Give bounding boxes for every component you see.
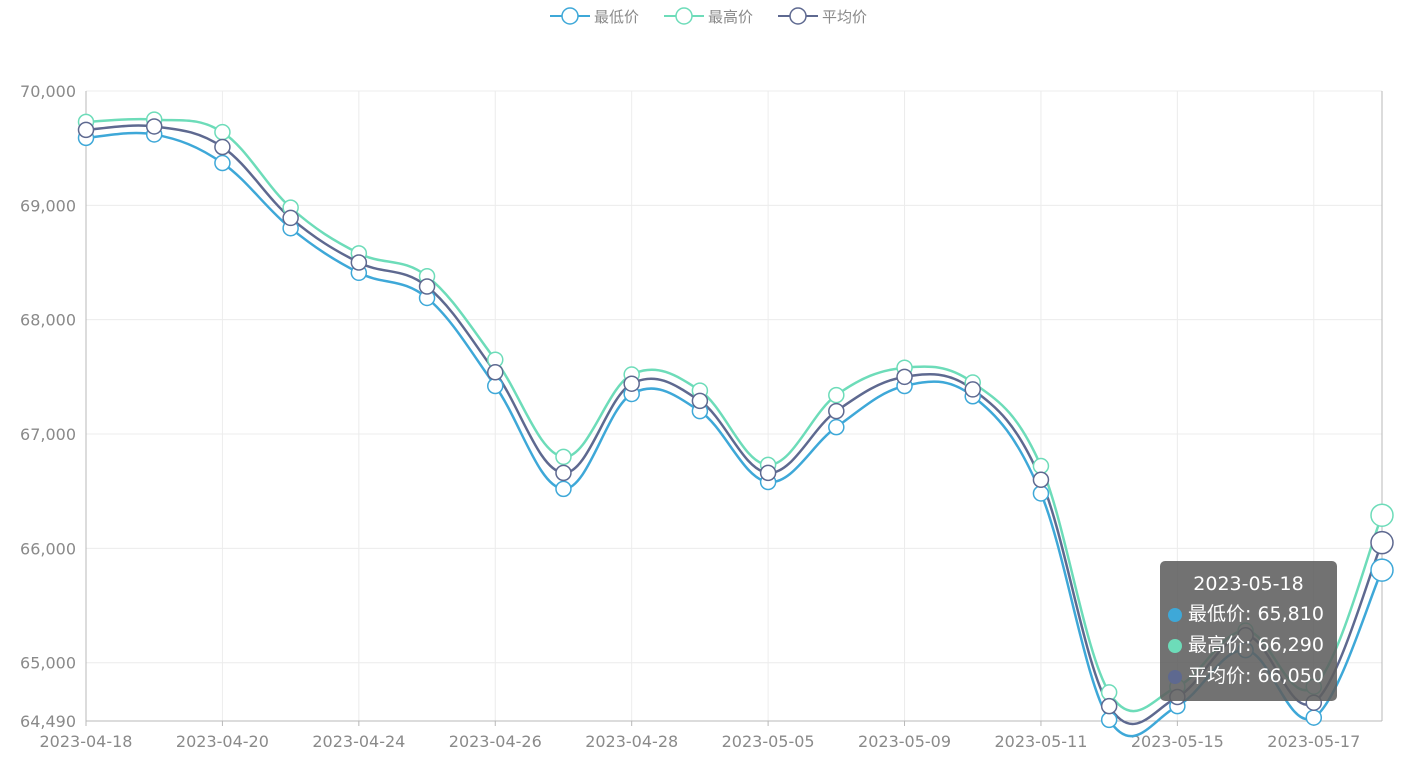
tooltip-avg-dot <box>1168 669 1182 684</box>
y-tick-label: 67,000 <box>20 425 76 444</box>
point-avg[interactable] <box>623 375 640 392</box>
tooltip-max-text: 最高价: 66,290 <box>1188 634 1324 656</box>
point-avg[interactable] <box>691 392 709 410</box>
point-min[interactable] <box>555 480 572 498</box>
point-avg[interactable] <box>145 118 163 135</box>
point-avg[interactable] <box>828 402 845 420</box>
tooltip-row-max: 最高价: 66,290 <box>1168 630 1329 661</box>
x-tick-label: 2023-05-15 <box>1131 732 1224 751</box>
x-tick-label: 2023-04-28 <box>585 732 678 751</box>
x-axis-labels: 2023-04-18 2023-04-20 2023-04-24 2023-04-26… <box>40 732 1361 751</box>
tooltip-title: 2023-05-18 <box>1193 573 1304 595</box>
point-min[interactable] <box>214 154 231 172</box>
point-avg[interactable] <box>1032 471 1050 488</box>
point-avg[interactable] <box>759 464 777 482</box>
point-min[interactable] <box>1100 711 1118 729</box>
legend-item-max[interactable]: 最高价 <box>664 4 753 28</box>
point-avg[interactable] <box>77 121 95 139</box>
point-avg[interactable] <box>896 368 913 386</box>
legend: 最低价 最高价 平均价 <box>0 4 1425 30</box>
point-min[interactable] <box>1370 558 1394 582</box>
point-avg[interactable] <box>487 364 504 381</box>
point-avg[interactable] <box>1370 530 1394 555</box>
x-tick-label: 2023-04-18 <box>40 732 133 751</box>
point-min[interactable] <box>487 377 504 395</box>
point-min[interactable] <box>1032 485 1050 502</box>
point-avg[interactable] <box>555 464 572 482</box>
x-tick-label: 2023-05-11 <box>994 732 1087 751</box>
legend-min-icon <box>550 7 590 25</box>
tooltip-min-text: 最低价: 65,810 <box>1188 603 1324 625</box>
y-tick-label: 69,000 <box>20 196 76 215</box>
point-avg[interactable] <box>964 381 981 398</box>
point-avg[interactable] <box>418 278 436 295</box>
grid-lines <box>85 90 1382 721</box>
point-max[interactable] <box>1032 457 1050 475</box>
point-max[interactable] <box>828 386 845 404</box>
point-avg[interactable] <box>1100 697 1118 715</box>
legend-label-min: 最低价 <box>594 7 640 26</box>
legend-label-avg: 平均价 <box>822 7 868 26</box>
point-max[interactable] <box>555 448 572 466</box>
legend-label-max: 最高价 <box>708 7 754 26</box>
x-tick-label: 2023-04-24 <box>312 732 405 751</box>
x-tick-label: 2023-05-05 <box>722 732 815 751</box>
tooltip: 2023-05-18 最低价: 65,810 最高价: 66,290 平均价: … <box>1160 561 1337 701</box>
point-min[interactable] <box>1305 709 1323 726</box>
y-tick-label: 65,000 <box>20 654 76 673</box>
y-tick-label: 66,000 <box>20 539 76 558</box>
legend-avg-icon <box>778 7 818 25</box>
tooltip-avg-text: 平均价: 66,050 <box>1188 665 1324 687</box>
x-tick-label: 2023-04-26 <box>449 732 542 751</box>
point-min[interactable] <box>828 418 845 436</box>
y-tick-label: 64,490 <box>20 712 76 731</box>
tooltip-min-dot <box>1168 607 1182 622</box>
point-max[interactable] <box>214 123 231 141</box>
x-tick-label: 2023-05-17 <box>1267 732 1360 751</box>
tooltip-row-min: 最低价: 65,810 <box>1168 599 1329 630</box>
point-avg[interactable] <box>282 209 299 227</box>
y-tick-label: 70,000 <box>20 82 76 101</box>
point-max[interactable] <box>1100 684 1118 701</box>
legend-max-icon <box>664 7 704 25</box>
point-avg[interactable] <box>350 254 368 271</box>
tooltip-max-dot <box>1168 638 1182 653</box>
point-max[interactable] <box>1370 503 1394 527</box>
legend-item-min[interactable]: 最低价 <box>550 4 639 28</box>
x-tick-label: 2023-05-09 <box>858 732 951 751</box>
axes <box>85 91 1383 726</box>
x-tick-label: 2023-04-20 <box>176 732 269 751</box>
point-avg[interactable] <box>214 138 231 156</box>
y-tick-label: 68,000 <box>20 311 76 330</box>
legend-item-avg[interactable]: 平均价 <box>778 4 867 28</box>
y-axis-labels: 64,490 65,000 66,000 67,000 68,000 69,000 70,0… <box>20 82 76 731</box>
tooltip-row-avg: 平均价: 66,050 <box>1168 661 1329 692</box>
